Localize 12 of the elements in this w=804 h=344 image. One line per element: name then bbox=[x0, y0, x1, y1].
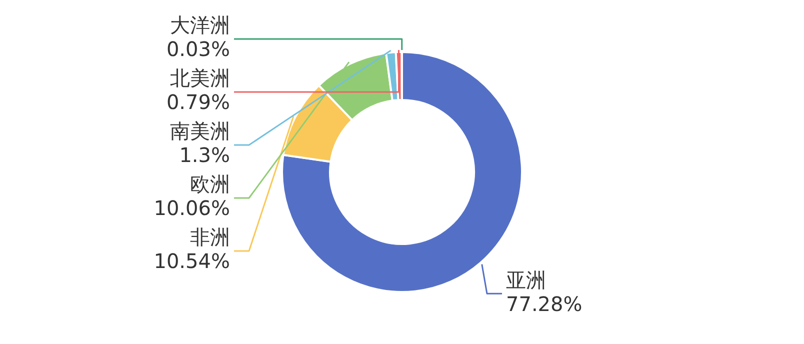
slice-label: 大洋洲 bbox=[170, 13, 230, 38]
data-label: 10.06% bbox=[154, 196, 230, 220]
data-label: 77.28% bbox=[506, 292, 582, 316]
slice-label: 北美洲 bbox=[170, 66, 230, 90]
slice-label: 非洲 bbox=[190, 225, 230, 250]
data-label: 0.79% bbox=[166, 90, 230, 114]
data-label: 0.03% bbox=[166, 37, 230, 62]
slice-label: 亚洲 bbox=[506, 268, 546, 292]
slice-label: 南美洲 bbox=[170, 119, 230, 144]
slice-label: 欧洲 bbox=[190, 172, 230, 196]
data-label: 1.3% bbox=[179, 143, 230, 168]
data-label: 10.54% bbox=[154, 249, 230, 274]
